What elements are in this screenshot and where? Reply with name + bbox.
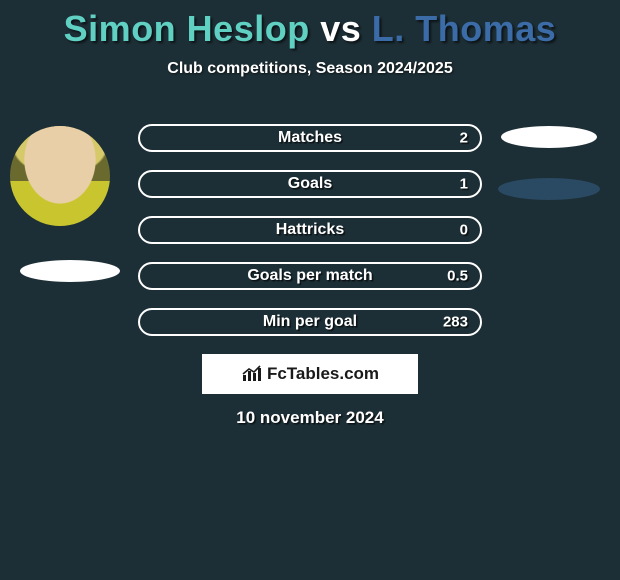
stat-bar: Min per goal 283 xyxy=(138,308,482,336)
stat-label: Goals xyxy=(288,175,332,193)
comparison-title: Simon Heslop vs L. Thomas xyxy=(0,0,620,50)
stat-bar: Matches 2 xyxy=(138,124,482,152)
chart-icon xyxy=(241,365,263,383)
watermark: FcTables.com xyxy=(202,354,418,394)
player2-ellipse-2 xyxy=(498,178,600,200)
stat-value: 0.5 xyxy=(447,268,468,285)
subtitle: Club competitions, Season 2024/2025 xyxy=(0,60,620,78)
stat-value: 2 xyxy=(460,130,468,147)
stat-bar: Goals per match 0.5 xyxy=(138,262,482,290)
stat-value: 283 xyxy=(443,314,468,331)
stat-value: 1 xyxy=(460,176,468,193)
date-text: 10 november 2024 xyxy=(0,408,620,428)
stat-label: Goals per match xyxy=(247,267,372,285)
player1-avatar xyxy=(10,126,110,226)
player2-ellipse-1 xyxy=(501,126,597,148)
watermark-text: FcTables.com xyxy=(267,364,379,384)
stat-label: Hattricks xyxy=(276,221,344,239)
avatar-image xyxy=(10,126,110,226)
stat-value: 0 xyxy=(460,222,468,239)
stat-bar: Hattricks 0 xyxy=(138,216,482,244)
stat-label: Min per goal xyxy=(263,313,357,331)
stat-label: Matches xyxy=(278,129,342,147)
player2-name: L. Thomas xyxy=(372,8,557,49)
stat-bars: Matches 2 Goals 1 Hattricks 0 Goals per … xyxy=(138,124,482,354)
player1-name: Simon Heslop xyxy=(64,8,310,49)
player1-shadow-ellipse xyxy=(20,260,120,282)
vs-text: vs xyxy=(320,8,361,49)
stat-bar: Goals 1 xyxy=(138,170,482,198)
